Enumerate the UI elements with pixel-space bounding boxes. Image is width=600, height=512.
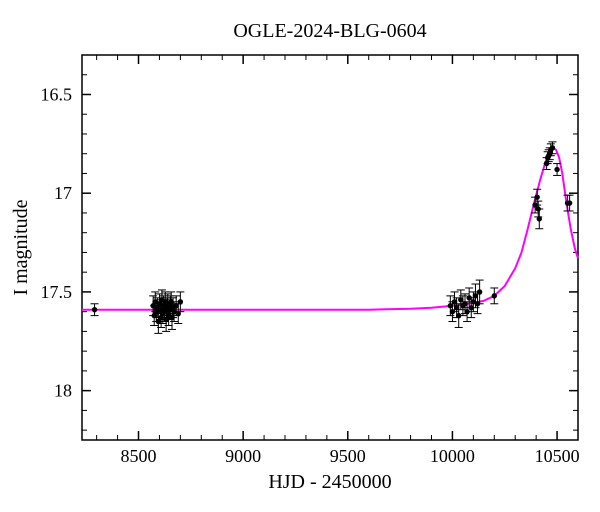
data-point (555, 167, 559, 171)
data-point (92, 307, 96, 311)
y-axis-label: I magnitude (10, 199, 32, 295)
y-tick-label: 17 (54, 183, 72, 203)
data-point (492, 294, 496, 298)
x-axis-label: HJD - 2450000 (268, 471, 391, 493)
data-point (550, 146, 554, 150)
chart-svg: 8500 9000 9500 10000 10500 16.5 17 17.5 18 OGLE-2… (0, 0, 600, 512)
y-tick-label: 17.5 (41, 282, 73, 302)
x-tick-label: 9000 (225, 446, 261, 466)
data-point (477, 290, 481, 294)
y-tick-label: 16.5 (41, 84, 73, 104)
data-point (535, 195, 539, 199)
x-tick-label: 10000 (430, 446, 475, 466)
lightcurve-chart: 8500 9000 9500 10000 10500 16.5 17 17.5 18 OGLE-2… (0, 0, 600, 512)
x-tick-label: 10500 (535, 446, 580, 466)
x-tick-label: 8500 (121, 446, 157, 466)
data-point (459, 298, 463, 302)
data-point (465, 309, 469, 313)
plot-frame (82, 55, 578, 440)
data-point (178, 300, 182, 304)
y-tick-label: 18 (54, 381, 72, 401)
data-point (536, 207, 540, 211)
data-point (448, 304, 452, 308)
data-point (567, 201, 571, 205)
model-curve (82, 148, 578, 310)
x-tick-label: 9500 (330, 446, 366, 466)
chart-title: OGLE-2024-BLG-0604 (233, 20, 426, 42)
